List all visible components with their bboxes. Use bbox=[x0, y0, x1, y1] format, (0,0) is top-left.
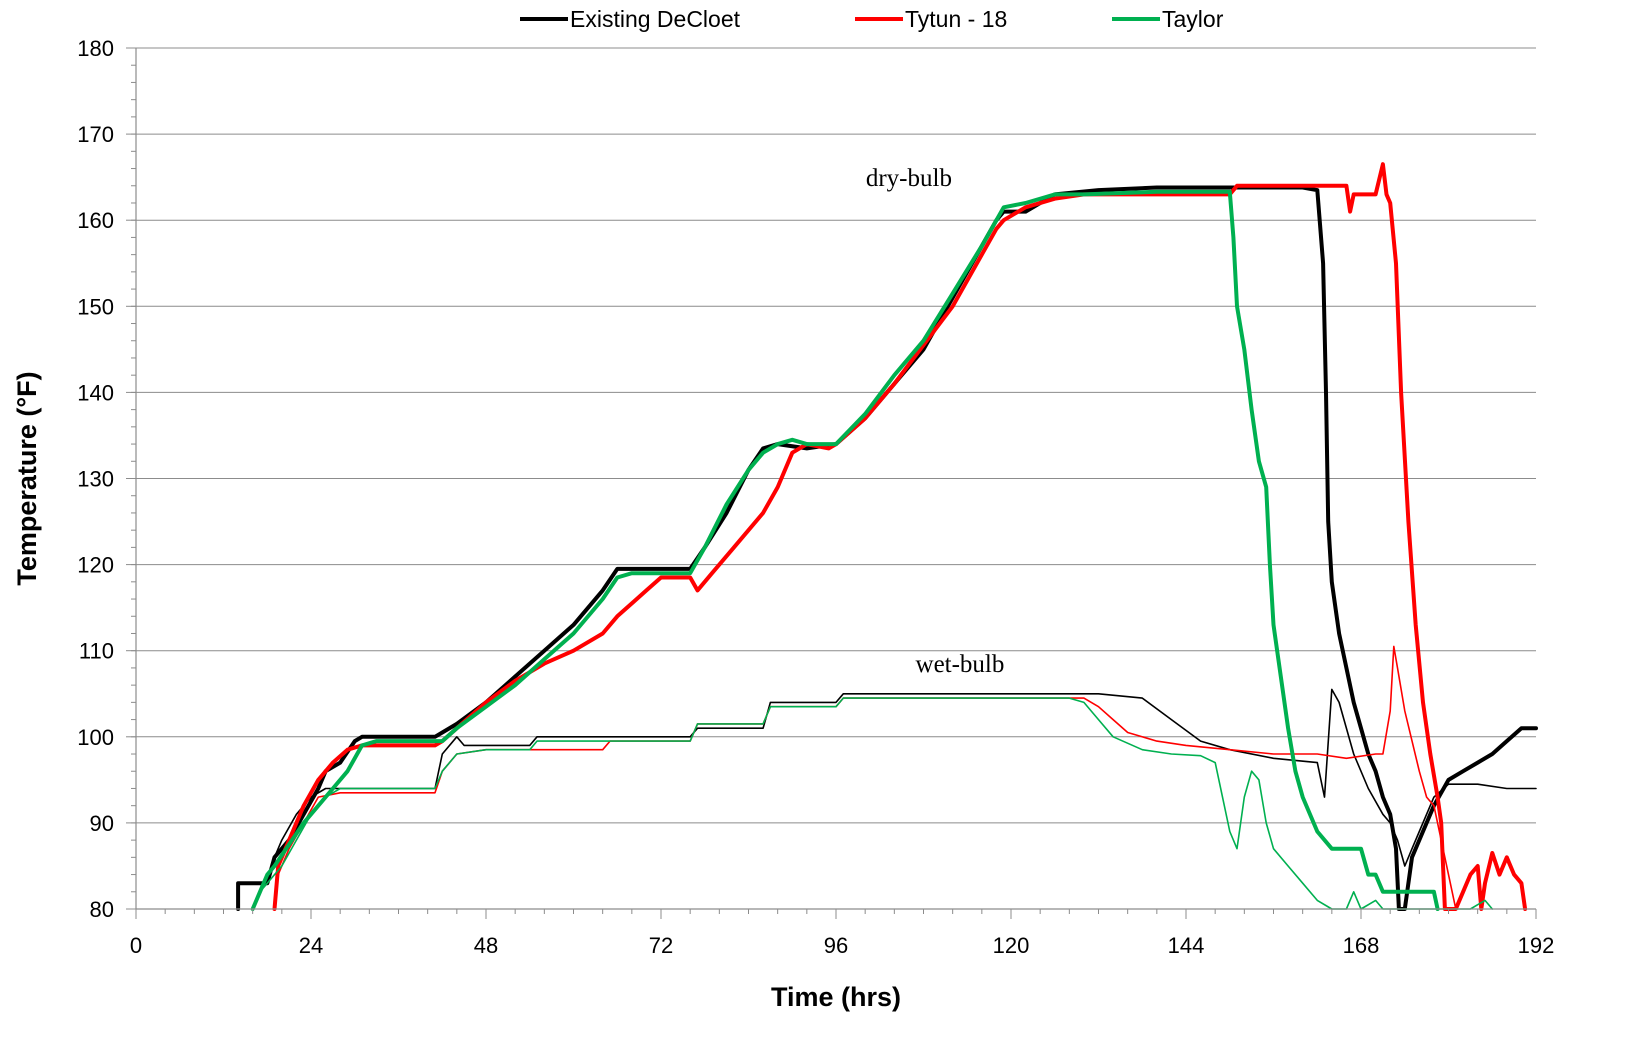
y-axis-title: Temperature (°F) bbox=[12, 371, 42, 585]
legend: Existing DeCloet Tytun - 18 Taylor bbox=[520, 6, 1224, 32]
annotation-1: wet-bulb bbox=[916, 651, 1005, 678]
x-tick-label: 0 bbox=[130, 933, 142, 958]
x-tick-label: 48 bbox=[474, 933, 498, 958]
x-axis-title: Time (hrs) bbox=[771, 982, 901, 1012]
y-tick-label: 100 bbox=[77, 725, 114, 750]
legend-label-2: Taylor bbox=[1162, 6, 1224, 32]
legend-label-0: Existing DeCloet bbox=[570, 6, 741, 32]
series-line-2 bbox=[272, 162, 1528, 911]
y-tick-label: 170 bbox=[77, 122, 114, 147]
y-tick-label: 80 bbox=[90, 897, 114, 922]
series-line-4 bbox=[250, 189, 1440, 911]
y-tick-label: 180 bbox=[77, 36, 114, 61]
annotation-0: dry-bulb bbox=[866, 165, 952, 192]
x-tick-label: 192 bbox=[1518, 933, 1555, 958]
series-layer bbox=[236, 162, 1538, 911]
x-tick-label: 96 bbox=[824, 933, 848, 958]
y-tick-label: 90 bbox=[90, 811, 114, 836]
x-tick-label: 144 bbox=[1168, 933, 1205, 958]
x-tick-label: 24 bbox=[299, 933, 323, 958]
axes bbox=[126, 47, 1537, 919]
tick-labels: 80 90 100 110 120 130 140 150 160 170 180 0 24 48 72 96… bbox=[77, 36, 1554, 958]
legend-label-1: Tytun - 18 bbox=[905, 6, 1007, 32]
x-tick-label: 168 bbox=[1343, 933, 1380, 958]
x-tick-label: 120 bbox=[993, 933, 1030, 958]
annotations: dry-bulb wet-bulb bbox=[866, 165, 1005, 678]
y-tick-label: 150 bbox=[77, 294, 114, 319]
y-tick-label: 140 bbox=[77, 380, 114, 405]
y-tick-label: 110 bbox=[79, 639, 114, 664]
x-tick-label: 72 bbox=[649, 933, 673, 958]
y-tick-label: 130 bbox=[77, 467, 114, 492]
y-tick-label: 120 bbox=[77, 553, 114, 578]
y-tick-label: 160 bbox=[77, 208, 114, 233]
